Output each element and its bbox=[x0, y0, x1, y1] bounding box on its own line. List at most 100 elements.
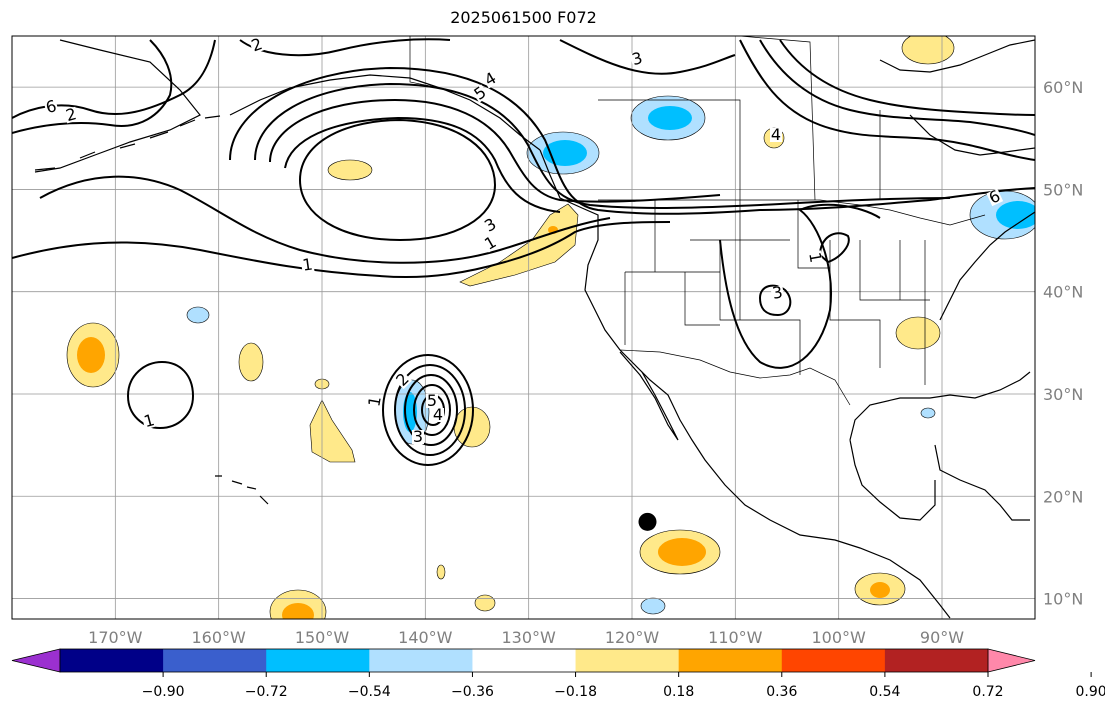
contour-ridge-4 bbox=[254, 82, 951, 209]
contour-ridge-3 bbox=[229, 66, 1035, 215]
contour-label: 1 bbox=[300, 254, 315, 275]
us-canada-border bbox=[598, 199, 986, 226]
negative-anomaly-canada bbox=[630, 95, 706, 141]
contour-east-3 bbox=[739, 39, 1035, 161]
contour-outer-1 bbox=[12, 221, 671, 279]
lat-tick-label: 30°N bbox=[1043, 385, 1083, 404]
contour-label-text: 1 bbox=[301, 254, 314, 274]
positive-anomaly-west-pacific bbox=[66, 322, 120, 388]
contour-east-4 bbox=[759, 39, 1035, 136]
lon-tick-label: 170°W bbox=[88, 628, 143, 647]
contour-label: 3 bbox=[770, 282, 785, 303]
contour-label-text: 1 bbox=[142, 410, 157, 431]
colorbar: −0.90 −0.72 −0.54 −0.36 −0.18 0.18 0.36 0.54 0.7… bbox=[11, 648, 1105, 700]
black-dot-marker bbox=[638, 512, 657, 531]
contour-label-text: 5 bbox=[427, 391, 437, 410]
colorbar-swatch bbox=[60, 649, 164, 672]
colorbar-tick-label: 0.72 bbox=[972, 684, 1003, 700]
contour-east-2 bbox=[559, 39, 736, 75]
colorbar-swatch bbox=[884, 649, 989, 672]
contour-trough-1 bbox=[719, 203, 881, 369]
contour-label: 3 bbox=[412, 427, 424, 446]
positive-anomaly-small bbox=[238, 342, 264, 382]
canada-province-lines bbox=[598, 36, 881, 201]
contour-label: 2 bbox=[63, 104, 79, 125]
contour-label-text: 4 bbox=[433, 405, 443, 424]
lon-tick-label: 150°W bbox=[295, 628, 350, 647]
lon-tick-label: 100°W bbox=[811, 628, 866, 647]
contour-label-text: 3 bbox=[630, 48, 645, 69]
contour-ridge-5 bbox=[269, 98, 721, 203]
political-borders bbox=[409, 36, 986, 406]
contour-label: 4 bbox=[770, 125, 782, 144]
negative-anomaly-bc-coast bbox=[526, 131, 600, 175]
gridlines bbox=[12, 36, 1035, 619]
positive-anomaly-central-america bbox=[854, 572, 906, 606]
contour-label: 3 bbox=[629, 48, 645, 69]
contour-closed-ridge bbox=[298, 118, 497, 242]
contour-ridge-6 bbox=[284, 116, 561, 213]
contour-label-text: 6 bbox=[44, 96, 59, 117]
lat-tick-label: 60°N bbox=[1043, 78, 1083, 97]
us-mexico-border bbox=[619, 349, 851, 406]
contour-label-text: 2 bbox=[64, 104, 79, 125]
contour-label-text: 4 bbox=[771, 125, 781, 144]
colorbar-tick-label: −0.54 bbox=[348, 684, 391, 700]
contours bbox=[12, 38, 1035, 466]
map-frame bbox=[11, 35, 1036, 620]
colorbar-swatch bbox=[781, 649, 886, 672]
hawaii-islands bbox=[215, 475, 269, 505]
baja-california bbox=[619, 351, 679, 441]
west-coast bbox=[539, 149, 951, 619]
colorbar-swatch bbox=[266, 649, 370, 672]
east-coast bbox=[939, 211, 1035, 321]
gulf-of-mexico-coast bbox=[849, 371, 1031, 521]
lat-tick-label: 40°N bbox=[1043, 283, 1083, 302]
contour-north-2 bbox=[239, 38, 451, 57]
hudson-bay-coast bbox=[879, 39, 1035, 156]
lon-tick-label: 110°W bbox=[708, 628, 763, 647]
contour-label: 1 bbox=[141, 410, 157, 431]
colorbar-tick-label: 0.18 bbox=[663, 684, 694, 700]
colorbar-tick-label: −0.90 bbox=[142, 684, 185, 700]
lat-tick-label: 20°N bbox=[1043, 487, 1083, 506]
lon-tick-label: 90°W bbox=[920, 628, 964, 647]
colorbar-tick-label: 0.36 bbox=[766, 684, 797, 700]
positive-anomaly-west-coast bbox=[459, 203, 579, 287]
us-state-lines bbox=[624, 200, 930, 385]
positive-anomaly-southeast bbox=[895, 316, 941, 350]
colorbar-extend-max bbox=[987, 648, 1036, 673]
map-title: 2025061500 F072 bbox=[450, 8, 597, 27]
contour-label: 6 bbox=[43, 96, 59, 117]
colorbar-swatch bbox=[575, 649, 680, 672]
colorbar-swatch bbox=[369, 649, 473, 672]
colorbar-tick-label: −0.72 bbox=[245, 684, 288, 700]
contour-trough-closed bbox=[758, 284, 792, 317]
colorbar-swatch bbox=[472, 649, 577, 672]
colorbar-swatch bbox=[678, 649, 783, 672]
coastlines bbox=[34, 39, 1035, 619]
positive-anomaly-central bbox=[309, 399, 356, 463]
colorbar-tick-label: 0.54 bbox=[869, 684, 900, 700]
shaded-anomalies bbox=[66, 36, 1035, 619]
lon-tick-label: 140°W bbox=[398, 628, 453, 647]
contour-outer-2 bbox=[39, 175, 611, 264]
contour-label-text: 1 bbox=[805, 251, 825, 264]
colorbar-swatch bbox=[163, 649, 267, 672]
contour-label: 1 bbox=[805, 250, 826, 265]
colorbar-extend-min bbox=[11, 648, 61, 673]
contour-label-text: 3 bbox=[771, 282, 784, 302]
positive-anomaly-hudson bbox=[901, 36, 955, 65]
longitude-tick-labels: 170°W 160°W 150°W 140°W 130°W 120°W 110°W 100°W… bbox=[88, 628, 964, 647]
positive-anomaly-east-pacific bbox=[639, 529, 721, 575]
lat-tick-label: 50°N bbox=[1043, 180, 1083, 199]
positive-anomaly-gulf bbox=[327, 159, 373, 181]
contour-label-text: 3 bbox=[413, 427, 423, 446]
lon-tick-label: 160°W bbox=[191, 628, 246, 647]
contour-label: 1 bbox=[364, 394, 385, 409]
contour-low-plains bbox=[818, 232, 850, 264]
colorbar-tick-label: 0.90 bbox=[1076, 684, 1105, 700]
